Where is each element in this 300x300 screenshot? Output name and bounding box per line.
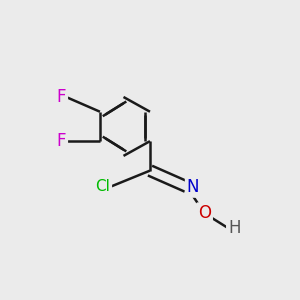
Text: Cl: Cl (95, 179, 110, 194)
Text: H: H (228, 219, 241, 237)
Text: F: F (57, 132, 66, 150)
Text: F: F (57, 88, 66, 106)
Text: O: O (198, 204, 211, 222)
Text: N: N (187, 178, 199, 196)
